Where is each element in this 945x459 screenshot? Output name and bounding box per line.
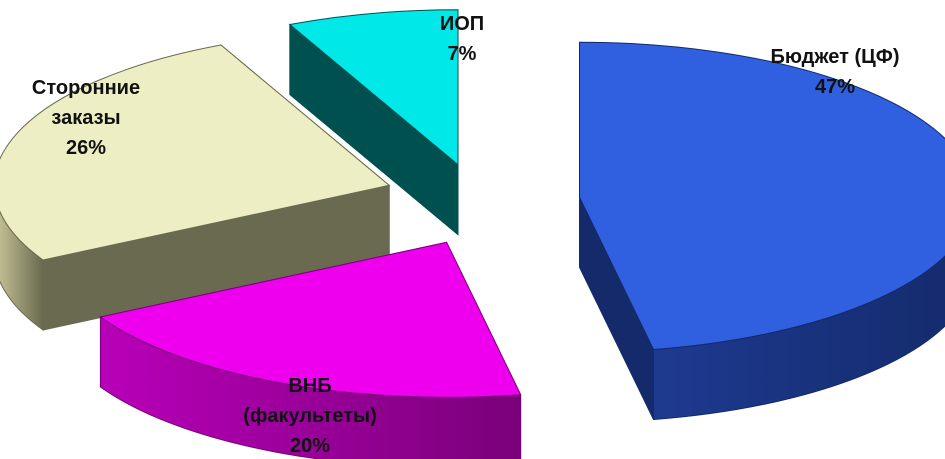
data-label-line: 7% [448,43,477,65]
pie-slice-top [99,241,522,398]
data-label-budget: Бюджет (ЦФ) 47% [770,46,899,98]
data-label-line: Сторонние [32,77,140,99]
pie-slice-iop [288,9,459,236]
pie-slice-top [579,41,945,351]
data-label-line: Бюджет (ЦФ) [770,46,899,68]
pie-slice-vnb [99,241,522,459]
data-label-line: 20% [290,435,330,457]
data-label-line: 47% [815,76,855,98]
data-label-vnb: ВНБ (факультеты) 20% [243,375,377,457]
data-label-line: заказы [51,107,120,129]
data-label-line: (факультеты) [243,405,377,427]
data-label-line: ИОП [440,13,484,35]
pie-slice-top [0,44,391,261]
data-label-line: 26% [66,137,106,159]
pie-slice-budget [579,41,945,421]
data-label-line: ВНБ [288,375,331,397]
pie-slice-outside [0,43,391,331]
data-label-outside: Сторонние заказы 26% [32,77,140,159]
pie-slice-top [288,9,459,166]
data-label-iop: ИОП 7% [440,13,484,65]
